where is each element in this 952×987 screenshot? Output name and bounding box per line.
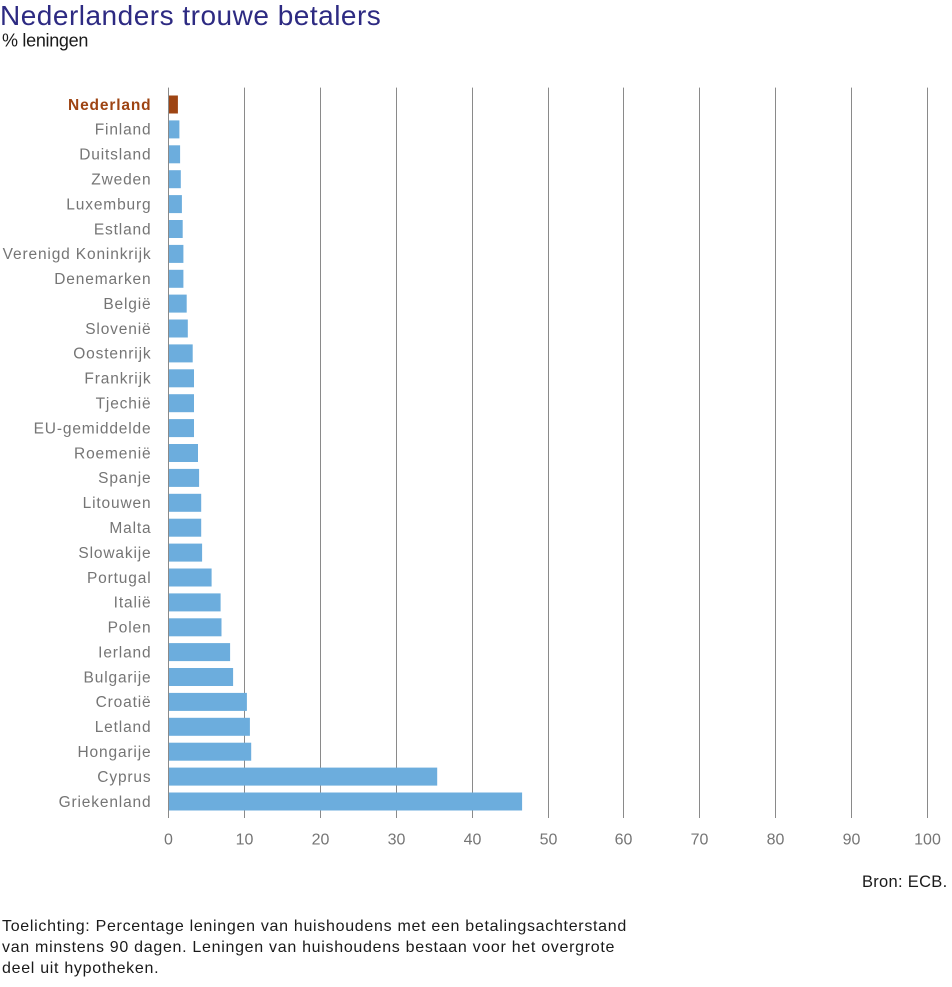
svg-text:Roemenië: Roemenië — [74, 445, 151, 462]
svg-text:Slowakije: Slowakije — [78, 545, 151, 562]
svg-text:20: 20 — [312, 832, 330, 849]
svg-text:Nederlanders trouwe betalers: Nederlanders trouwe betalers — [0, 0, 381, 31]
svg-text:Zweden: Zweden — [91, 172, 151, 189]
svg-text:deel uit hypotheken.: deel uit hypotheken. — [2, 960, 159, 977]
svg-text:% leningen: % leningen — [2, 31, 88, 51]
svg-text:Verenigd Koninkrijk: Verenigd Koninkrijk — [3, 246, 152, 263]
svg-text:Denemarken: Denemarken — [54, 271, 151, 288]
svg-text:Malta: Malta — [109, 520, 151, 537]
svg-text:Cyprus: Cyprus — [97, 769, 151, 786]
svg-text:Duitsland: Duitsland — [79, 147, 151, 164]
svg-text:30: 30 — [388, 832, 406, 849]
svg-text:60: 60 — [615, 832, 633, 849]
svg-text:Hongarije: Hongarije — [78, 744, 152, 761]
svg-text:Griekenland: Griekenland — [59, 794, 152, 811]
svg-text:70: 70 — [691, 832, 709, 849]
svg-text:Polen: Polen — [108, 620, 152, 637]
svg-text:Toelichting: Percentage lening: Toelichting: Percentage leningen van hui… — [2, 918, 627, 935]
svg-text:Portugal: Portugal — [87, 570, 152, 587]
svg-text:Bulgarije: Bulgarije — [84, 669, 152, 686]
svg-text:40: 40 — [464, 832, 482, 849]
svg-text:van minstens 90 dagen. Leninge: van minstens 90 dagen. Leningen van huis… — [2, 939, 615, 956]
svg-text:Frankrijk: Frankrijk — [84, 371, 151, 388]
svg-text:100: 100 — [914, 832, 941, 849]
svg-text:Slovenië: Slovenië — [85, 321, 151, 338]
svg-text:90: 90 — [843, 832, 861, 849]
svg-text:0: 0 — [164, 832, 173, 849]
svg-text:Luxemburg: Luxemburg — [66, 196, 151, 213]
svg-text:80: 80 — [767, 832, 785, 849]
svg-text:Litouwen: Litouwen — [83, 495, 152, 512]
svg-text:Croatië: Croatië — [96, 694, 152, 711]
svg-text:Nederland: Nederland — [68, 97, 151, 114]
svg-text:Tjechië: Tjechië — [96, 396, 152, 413]
svg-text:Ierland: Ierland — [98, 644, 151, 661]
svg-text:België: België — [103, 296, 151, 313]
svg-text:Estland: Estland — [94, 221, 152, 238]
svg-text:Oostenrijk: Oostenrijk — [73, 346, 151, 363]
svg-text:Letland: Letland — [95, 719, 152, 736]
svg-text:EU-gemiddelde: EU-gemiddelde — [34, 420, 152, 437]
svg-text:Italië: Italië — [114, 595, 152, 612]
svg-text:10: 10 — [236, 832, 254, 849]
svg-text:50: 50 — [540, 832, 558, 849]
svg-text:Finland: Finland — [95, 122, 152, 139]
svg-text:Bron: ECB.: Bron: ECB. — [862, 873, 948, 891]
svg-text:Spanje: Spanje — [98, 470, 151, 487]
